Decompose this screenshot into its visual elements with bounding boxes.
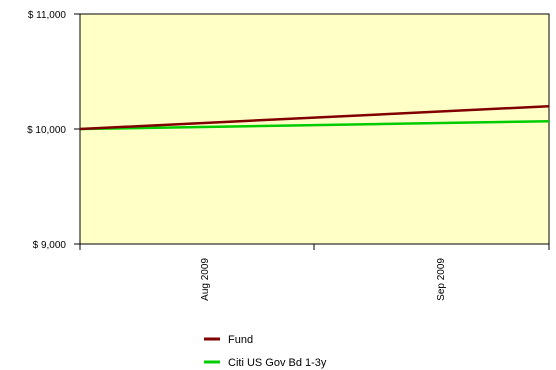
y-tick-label: $ 10,000 — [27, 125, 66, 136]
x-axis: Aug 2009 Sep 2009 — [79, 243, 550, 301]
x-tick-label: Sep 2009 — [436, 258, 447, 301]
legend-item: Fund — [204, 334, 253, 346]
y-tick-label: $ 11,000 — [28, 10, 67, 21]
y-tick-label: $ 9,000 — [33, 240, 67, 251]
series-layer — [79, 104, 550, 131]
series-line-1 — [79, 119, 550, 131]
legend-item: Citi US Gov Bd 1-3y — [204, 357, 327, 369]
plot-area — [79, 13, 550, 245]
legend-label: Citi US Gov Bd 1-3y — [228, 357, 327, 369]
legend: Fund Citi US Gov Bd 1-3y — [204, 334, 327, 369]
series-line-0 — [79, 104, 550, 131]
legend-label: Fund — [228, 334, 253, 346]
x-tick-label: Aug 2009 — [200, 258, 211, 301]
y-axis: $ 11,000 $ 10,000 $ 9,000 — [27, 10, 81, 251]
